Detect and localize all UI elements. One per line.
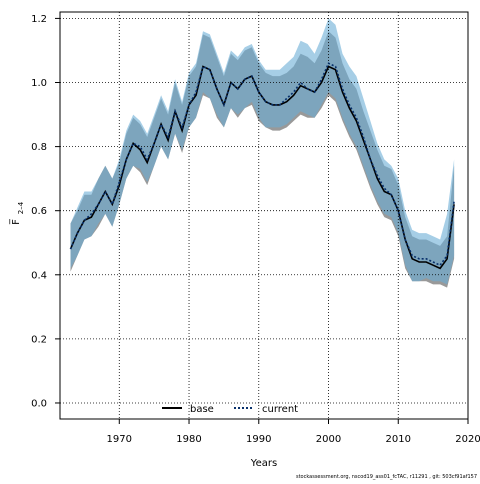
legend-label-current: current [262,404,298,415]
x-tick-label: 2000 [316,434,341,445]
plot-frame [59,11,469,420]
confidence-bands [70,18,455,288]
footnote: stockassessment.org, nscod19_ass01_fcTAC… [296,474,477,480]
series-lines [69,62,455,270]
y-axis: 0.0 0.2 0.4 0.6 0.8 1.0 1.2 [31,14,60,409]
y-tick-label: 0.0 [31,398,47,409]
y-tick-label: 0.6 [31,206,47,217]
x-tick-label: 2010 [386,434,411,445]
x-tick-label: 1970 [107,434,132,445]
y-tick-label: 0.8 [31,142,47,153]
x-axis: 1970 1980 1990 2000 2010 2020 [107,419,480,445]
y-axis-label-subscript: 2–4 [17,201,25,214]
y-axis-label: F̅ 2–4 [9,201,25,225]
y-tick-label: 0.2 [31,334,47,345]
band-current [70,18,455,285]
y-tick-label: 1.0 [31,78,47,89]
legend: base current [162,404,298,415]
x-tick-label: 2020 [455,434,480,445]
y-tick-label: 1.2 [31,14,47,25]
y-axis-label-main: F̅ [9,218,22,225]
legend-label-base: base [190,404,214,415]
line-current [69,62,455,267]
x-tick-label: 1990 [246,434,271,445]
y-tick-label: 0.4 [31,270,47,281]
x-axis-label: Years [250,458,277,469]
x-tick-label: 1980 [176,434,201,445]
